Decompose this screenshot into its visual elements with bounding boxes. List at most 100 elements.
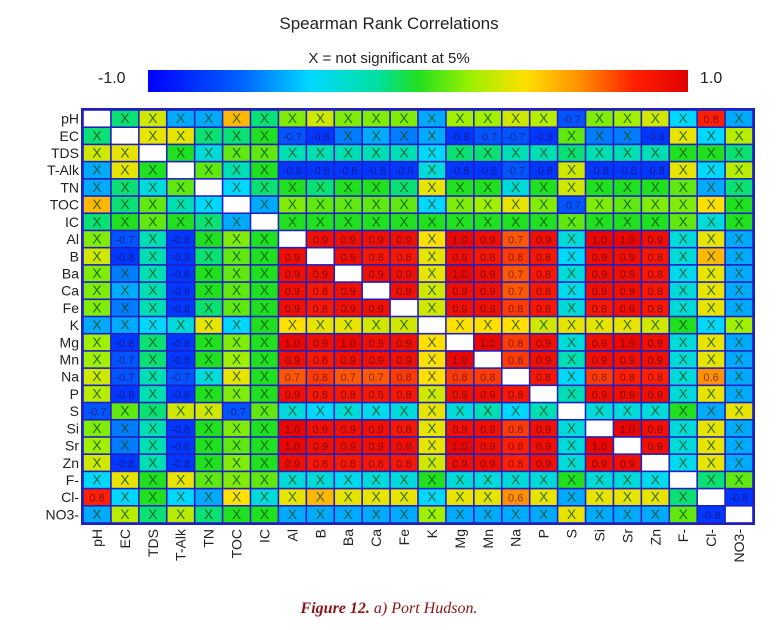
figure-caption: Figure 12. a) Port Hudson. [0,600,778,618]
cell-value-label: 0.8 [648,252,663,264]
nonsig-marker: X [734,437,744,453]
heatmap-cell-TOC-Cl- [697,196,725,213]
cell-value-label: 0.9 [620,355,635,367]
nonsig-marker: X [260,196,270,212]
heatmap-cell-TN-pH [83,179,111,196]
heatmap-cell-EC-Na [502,128,529,144]
heatmap-cell-Fe-Si [586,300,613,316]
nonsig-marker: X [567,162,577,178]
heatmap-cell-Al-pH [83,231,111,247]
heatmap-cell-Mg-S [558,334,585,351]
nonsig-marker: X [148,334,158,350]
heatmap-cell-NO3--K [418,506,446,523]
nonsig-marker: X [651,489,661,505]
heatmap-cell-EC-Mg [446,128,474,144]
heatmap-cell-TDS-F- [670,145,697,161]
cell-value-label: 0.9 [368,441,383,453]
cell-value-label: 0.9 [452,286,467,298]
heatmap-cell-P-Ba [335,386,362,402]
heatmap-cell-K-pH [83,317,111,333]
nonsig-marker: X [260,368,270,384]
heatmap-cell-Fe-EC [111,300,139,316]
nonsig-marker: X [427,162,437,178]
nonsig-marker: X [260,489,270,505]
nonsig-marker: X [288,110,298,126]
heatmap-cell-B-K [418,248,446,265]
cell-value-label: 0.9 [592,458,607,470]
heatmap-cell-TN-Mg [446,179,474,196]
nonsig-marker: X [232,162,242,178]
nonsig-marker: X [120,471,130,487]
column-label-B: B [312,529,328,538]
nonsig-marker: X [176,489,186,505]
nonsig-marker: X [706,196,716,212]
heatmap-cell-EC-EC [111,128,139,144]
nonsig-marker: X [260,231,270,247]
cell-value-label: 0.7 [508,269,523,281]
nonsig-marker: X [399,403,409,419]
heatmap-cell-Ca-TN [195,282,222,299]
nonsig-marker: X [734,231,744,247]
heatmap-cell-Na-P [530,368,557,385]
heatmap-cell-IC-Fe [390,214,418,230]
nonsig-marker: X [734,403,744,419]
nonsig-marker: X [148,351,158,367]
nonsig-marker: X [232,282,242,298]
nonsig-marker: X [706,471,716,487]
heatmap-cell-IC-Al [279,214,306,230]
cell-value-label: 0.9 [452,458,467,470]
heatmap-cell-Mg-Sr [614,334,641,351]
heatmap-cell-TN-Cl- [697,179,725,196]
heatmap-cell-TN-Mn [474,179,501,196]
heatmap-cell-B-Al [279,248,306,265]
nonsig-marker: X [427,179,437,195]
column-label-Sr: Sr [619,529,635,543]
heatmap-cell-TN-F- [670,179,697,196]
heatmap-cell-Mn-NO3- [725,351,753,368]
nonsig-marker: X [539,145,549,161]
nonsig-marker: X [623,145,633,161]
heatmap-cell-S-TDS [139,403,166,419]
heatmap-cell-TN-TN [195,179,222,196]
nonsig-marker: X [651,403,661,419]
heatmap-cell-Fe-Al [279,300,306,316]
nonsig-marker: X [679,265,689,281]
heatmap-cell-Mn-TDS [139,351,166,368]
heatmap-cell-TDS-Fe [390,145,418,161]
heatmap-cell-Na-NO3- [725,368,753,385]
nonsig-marker: X [344,179,354,195]
heatmap-cell-Al-Sr [614,231,641,247]
cell-value-label: 0.9 [480,269,495,281]
nonsig-marker: X [706,213,716,229]
cell-value-label: 0.9 [341,303,356,315]
heatmap-cell-P-F- [670,386,697,402]
heatmap-cell-Cl--B [307,489,334,505]
heatmap-cell-Sr-F- [670,437,697,454]
heatmap-cell-NO3--Al [279,506,306,523]
heatmap-cell-Si-Mg [446,420,474,437]
heatmap-cell-IC-EC [111,214,139,230]
heatmap-cell-Cl--Mn [474,489,501,505]
nonsig-marker: X [455,317,465,333]
heatmap-cell-B-Si [586,248,613,265]
heatmap-cell-B-Na [502,248,529,265]
nonsig-marker: X [539,403,549,419]
heatmap-cell-Fe-T-Alk [167,300,194,316]
heatmap-cell-NO3--F- [670,506,697,523]
heatmap-cell-NO3--Mg [446,506,474,523]
heatmap-cell-IC-T-Alk [167,214,194,230]
cell-value-label: 0.9 [396,269,411,281]
heatmap-cell-Mg-Ba [335,334,362,351]
heatmap-cell-TN-Zn [642,179,669,196]
nonsig-marker: X [371,403,381,419]
heatmap-cell-Mg-IC [251,334,278,351]
cell-value-label: 0.8 [508,303,523,315]
heatmap-cell-NO3--P [530,506,557,523]
heatmap-cell-Mn-Sr [614,351,641,368]
nonsig-marker: X [679,127,689,143]
heatmap-cell-TN-T-Alk [167,179,194,196]
nonsig-marker: X [204,368,214,384]
column-label-S: S [564,529,580,538]
nonsig-marker: X [92,179,102,195]
nonsig-marker: X [176,506,186,522]
